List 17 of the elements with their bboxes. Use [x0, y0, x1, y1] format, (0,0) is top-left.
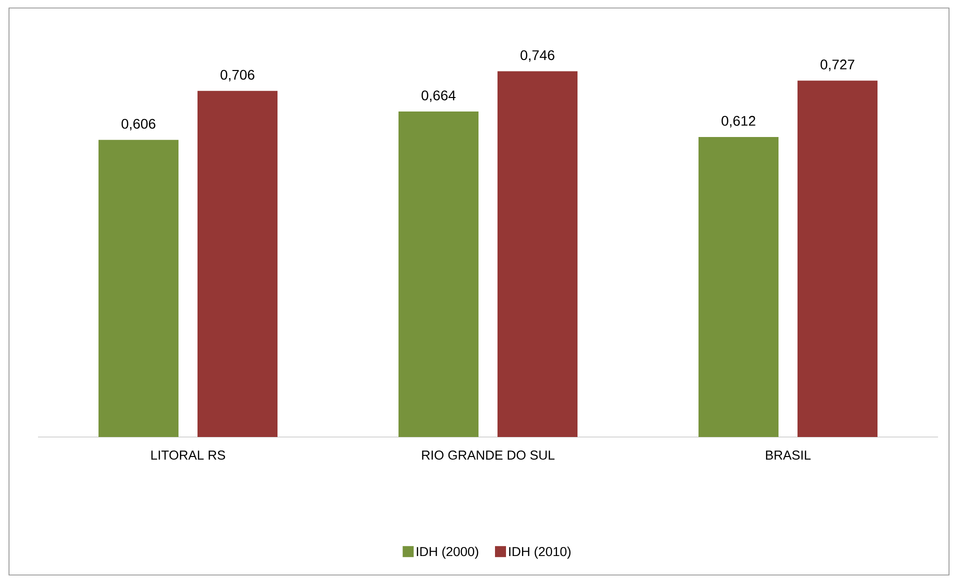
bar [698, 136, 779, 438]
bar [398, 111, 479, 438]
x-tick-label: RIO GRANDE DO SUL [422, 450, 554, 460]
data-label: 0,727 [820, 60, 854, 72]
legend-label: IDH (2000) [416, 546, 478, 559]
x-tick-label: LITORAL RS [151, 450, 226, 460]
bar [798, 80, 878, 438]
data-label: 0,606 [122, 118, 156, 130]
bar [198, 90, 278, 438]
legend-label: IDH (2010) [509, 546, 571, 559]
bar [498, 71, 578, 438]
bar [98, 140, 178, 438]
data-label: 0,706 [220, 70, 254, 82]
x-tick-label: BRASIL [766, 450, 811, 460]
data-label: 0,746 [520, 50, 554, 62]
data-label: 0,612 [722, 116, 756, 128]
data-label: 0,664 [422, 90, 456, 102]
